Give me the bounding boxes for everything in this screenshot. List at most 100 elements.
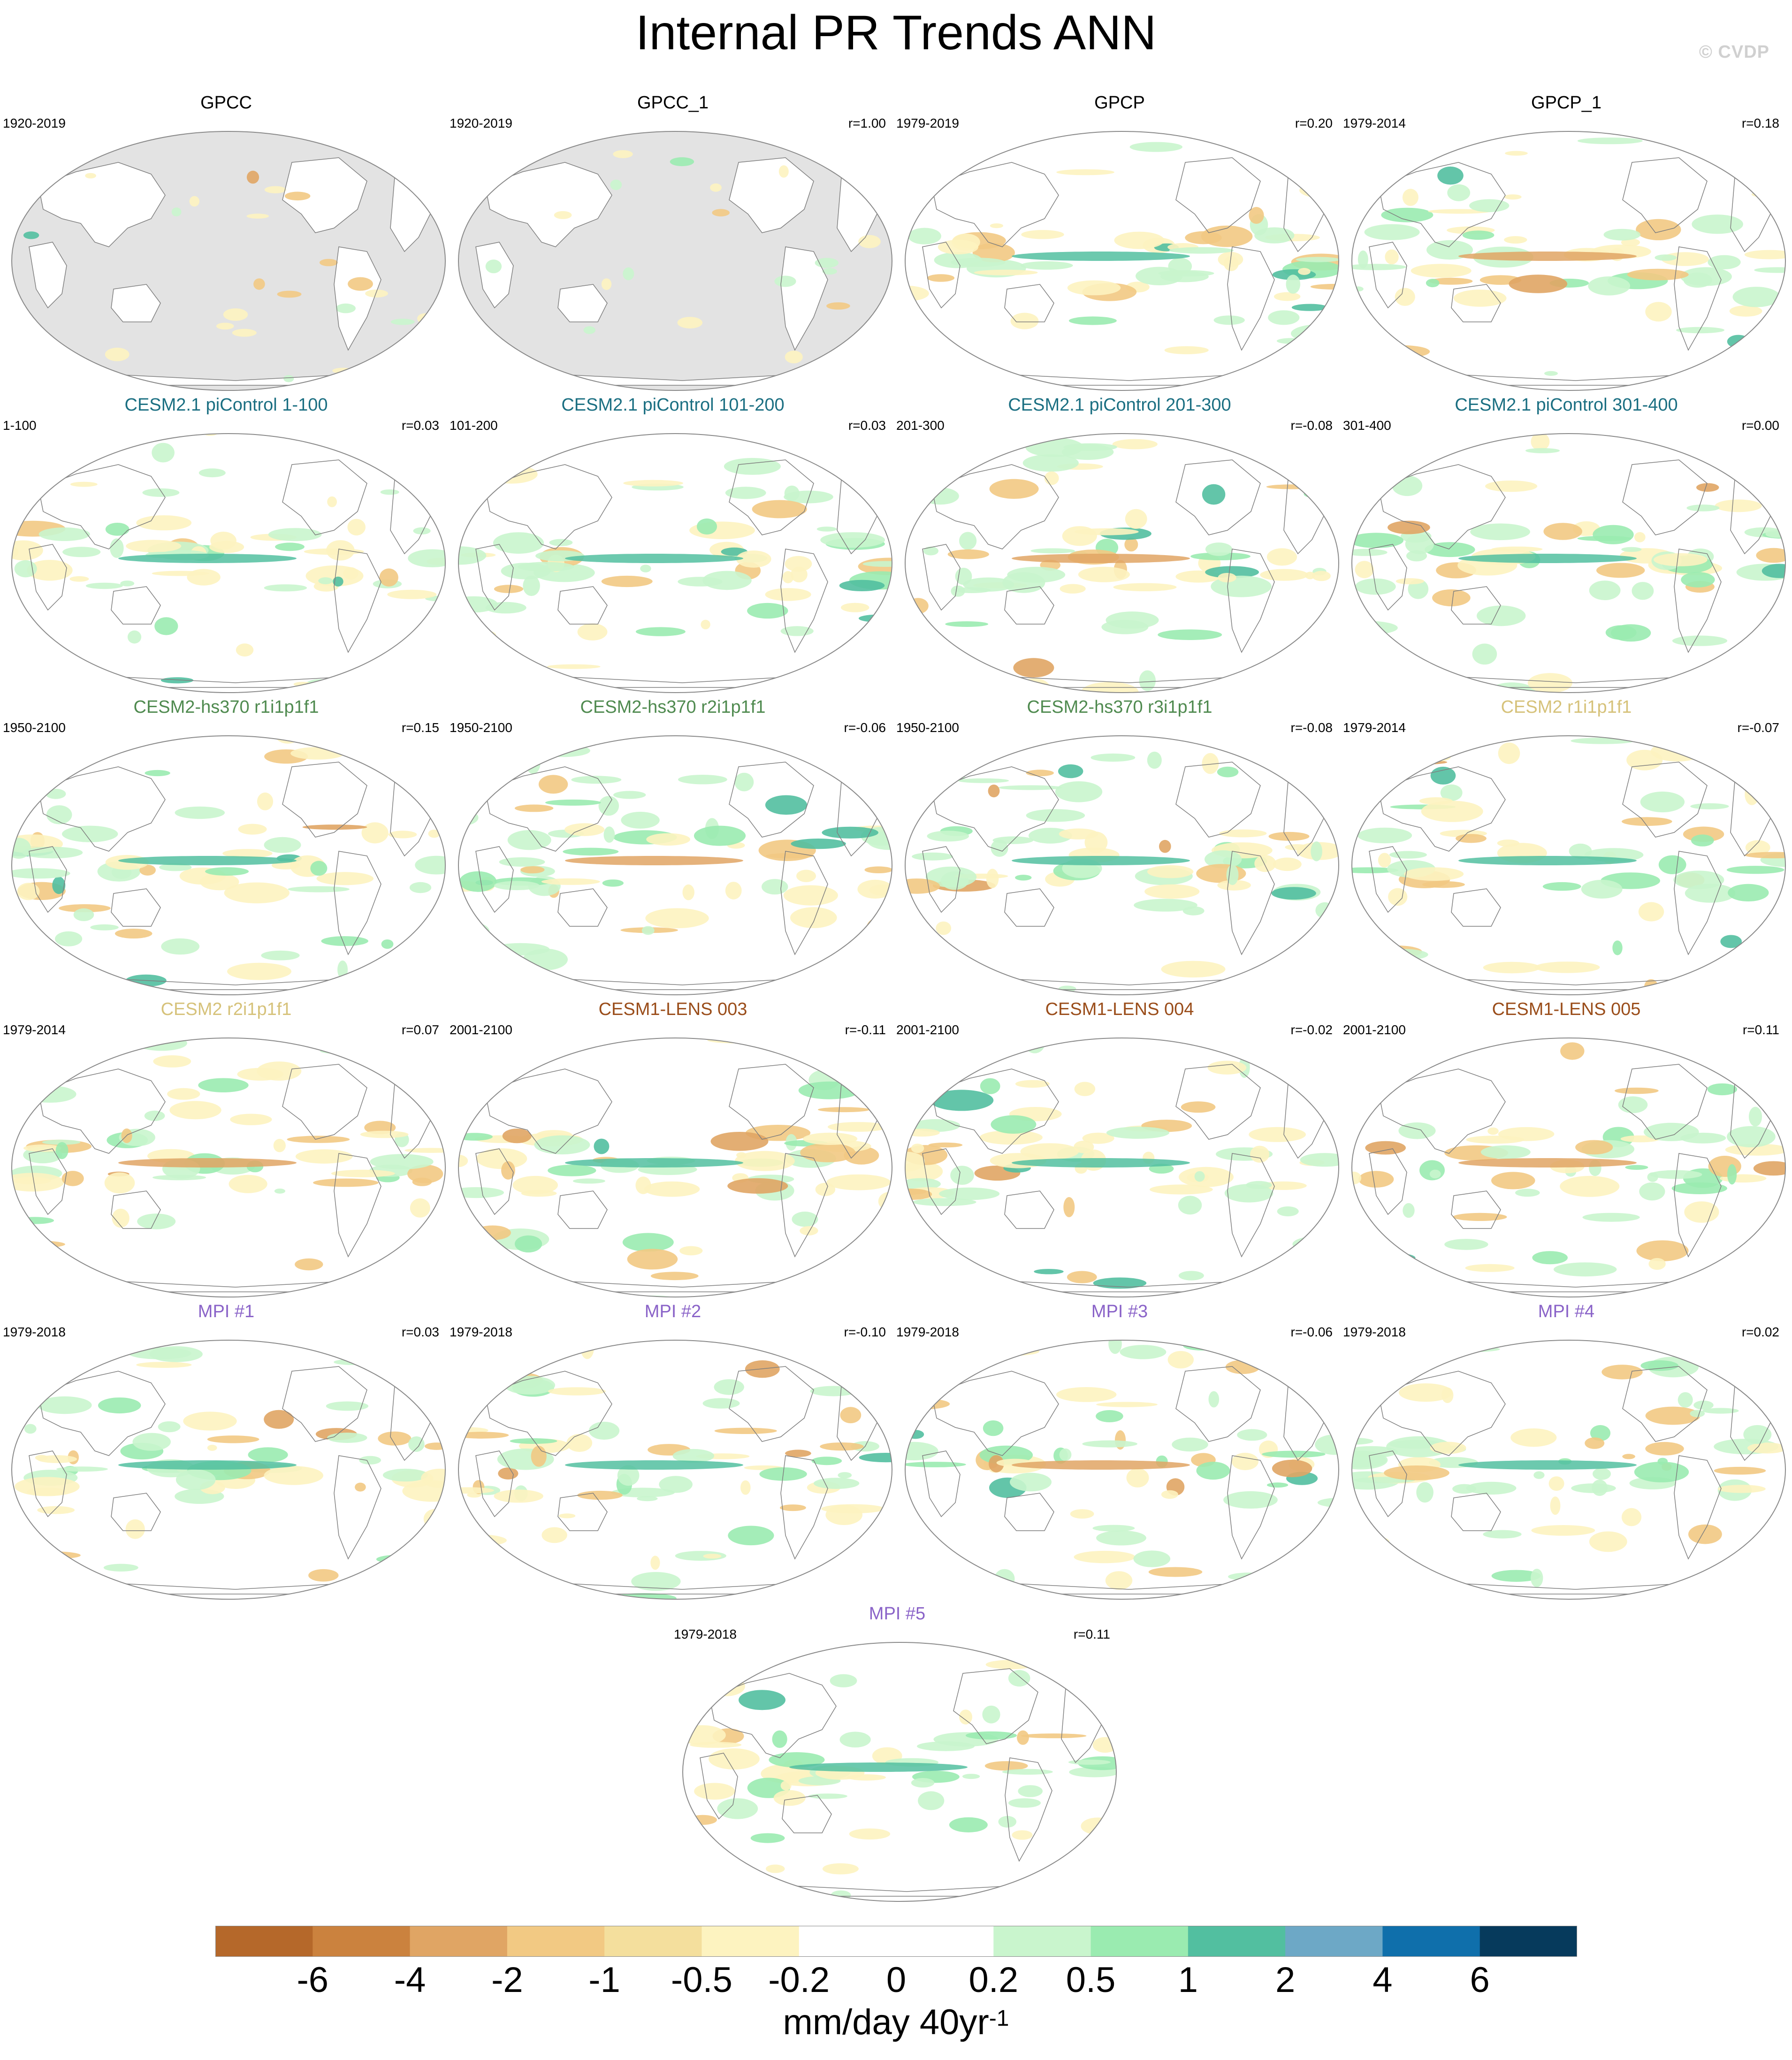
coastline	[111, 284, 161, 322]
trend-contour	[709, 1748, 760, 1770]
coastline	[709, 1673, 837, 1758]
trend-contour	[1266, 548, 1297, 566]
trend-contour	[1092, 1525, 1135, 1532]
coastline	[282, 157, 367, 233]
trend-contour	[1082, 1132, 1114, 1144]
colorbar-tick-label: 0.2	[968, 1960, 1019, 2000]
trend-contour	[1533, 1471, 1545, 1479]
panel-correlation: r=-0.06	[1290, 1325, 1333, 1339]
trend-contour	[1312, 571, 1331, 581]
trend-contour	[1202, 753, 1219, 774]
trend-contour	[1260, 1181, 1307, 1190]
trend-contour	[1592, 1480, 1608, 1496]
trend-contour	[14, 560, 37, 578]
coastline	[1004, 888, 1054, 927]
trend-contour	[1485, 481, 1538, 492]
panel-period: 1950-2100	[3, 720, 66, 735]
trend-contour	[785, 1450, 811, 1457]
panel-period: 1979-2018	[3, 1325, 66, 1339]
trend-contour	[688, 1815, 717, 1825]
trend-contour	[765, 588, 811, 601]
trend-contour	[136, 1362, 192, 1368]
trend-contour	[1224, 1184, 1273, 1203]
trend-contour	[1727, 1126, 1776, 1147]
trend-contour	[313, 581, 339, 592]
trend-contour	[1093, 1277, 1147, 1289]
trend-contour	[772, 1730, 787, 1748]
trend-contour	[466, 923, 490, 941]
trend-contour	[1352, 1453, 1387, 1468]
trend-contour	[762, 879, 788, 895]
trend-contour	[12, 1277, 46, 1296]
trend-contour	[333, 576, 343, 587]
trend-contour	[928, 1142, 963, 1148]
trend-contour	[1352, 747, 1402, 766]
colorbar-frame	[215, 1926, 1577, 1957]
trend-contour	[1226, 864, 1239, 885]
coastline	[334, 1153, 381, 1258]
trend-contour	[216, 322, 234, 330]
map-panel: MPI #5 1979-2018 r=0.11	[674, 1603, 1121, 1903]
equatorial-trend-band	[118, 1158, 297, 1167]
trend-contour	[458, 311, 473, 322]
trend-contour	[343, 567, 358, 580]
trend-contour	[780, 1504, 806, 1511]
trend-contour	[1113, 583, 1177, 591]
world-map	[458, 433, 892, 693]
trend-contour	[125, 1519, 145, 1539]
trend-contour	[161, 938, 200, 955]
trend-contour	[390, 319, 415, 325]
trend-contour	[800, 1226, 818, 1236]
trend-contour	[466, 358, 478, 366]
panel-title: GPCC	[200, 93, 252, 113]
trend-contour	[1634, 1462, 1689, 1482]
trend-contour	[1250, 1145, 1270, 1163]
trend-contour	[1010, 313, 1039, 329]
trend-contour	[316, 872, 374, 885]
trend-contour	[61, 1171, 84, 1186]
trend-contour	[1374, 949, 1428, 961]
panel-title: MPI #5	[869, 1604, 926, 1624]
trend-contour	[1444, 1239, 1488, 1250]
trend-contour	[510, 1438, 557, 1444]
trend-contour	[327, 496, 337, 507]
globe-outline	[1351, 1340, 1786, 1600]
trend-contour	[1422, 881, 1465, 888]
panel-correlation: r=0.00	[1741, 418, 1779, 433]
trend-contour	[1569, 843, 1592, 859]
trend-contour	[790, 907, 837, 928]
trend-contour	[796, 870, 816, 882]
coastline	[485, 464, 612, 549]
trend-contour	[822, 826, 878, 839]
trend-contour	[1447, 184, 1471, 201]
trend-contour	[1010, 1473, 1052, 1492]
trend-contour	[1133, 1550, 1171, 1567]
trend-contour	[1352, 788, 1369, 807]
trend-contour	[549, 539, 573, 546]
panel-title: CESM2.1 piControl 1-100	[124, 395, 328, 415]
trend-contour	[1326, 1513, 1339, 1526]
coastline	[1451, 888, 1501, 927]
trend-contour	[1044, 471, 1059, 485]
trend-contour	[1158, 270, 1214, 277]
trend-contour	[62, 547, 101, 557]
trend-contour	[777, 1285, 802, 1296]
trend-contour	[1134, 899, 1197, 912]
trend-contour	[627, 1249, 678, 1270]
trend-contour	[253, 278, 265, 290]
trend-contour	[1748, 1240, 1761, 1258]
trend-contour	[1727, 1044, 1761, 1056]
trend-contour	[1534, 961, 1600, 973]
trend-contour	[1593, 525, 1634, 544]
trend-contour	[822, 268, 837, 275]
trend-contour	[954, 682, 989, 687]
trend-contour	[564, 823, 605, 836]
trend-contour	[318, 577, 333, 585]
world-map	[11, 131, 446, 391]
trend-contour	[17, 883, 40, 900]
trend-contour	[641, 926, 655, 935]
trend-contour	[1430, 1442, 1466, 1454]
trend-contour	[417, 937, 445, 953]
trend-contour	[200, 873, 239, 891]
trend-contour	[136, 515, 192, 531]
